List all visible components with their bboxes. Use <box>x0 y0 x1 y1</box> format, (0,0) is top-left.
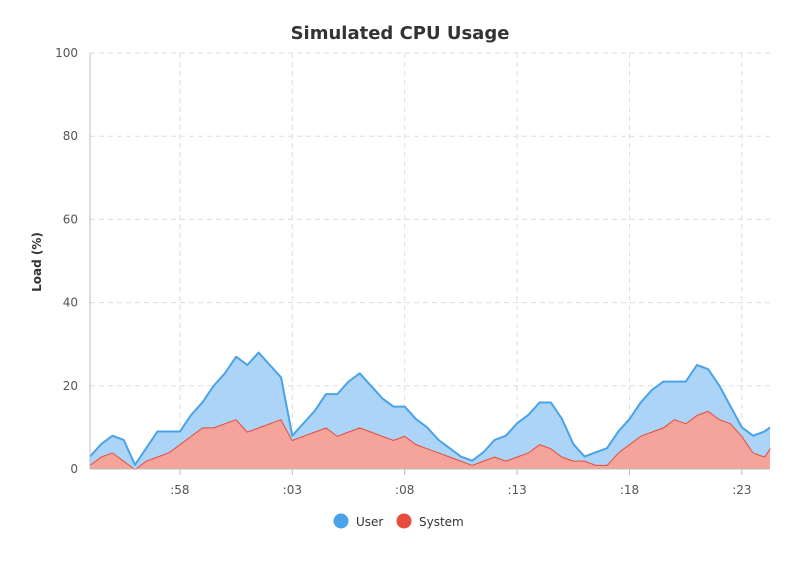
series-line-user <box>89 351 771 466</box>
y-tick-label: 60 <box>63 212 78 226</box>
y-tick-label: 80 <box>63 129 78 143</box>
x-tick-label: :13 <box>507 483 526 497</box>
legend[interactable]: User System <box>333 513 464 530</box>
x-tick-label: :03 <box>283 483 302 497</box>
legend-marker-system <box>396 513 412 529</box>
area-layer <box>89 351 771 470</box>
y-axis-label: Load (%) <box>30 232 44 292</box>
legend-item-user[interactable]: User <box>333 513 384 530</box>
y-tick-label: 20 <box>63 379 78 393</box>
x-tick-label: :23 <box>732 483 751 497</box>
x-tick-label: :18 <box>620 483 639 497</box>
y-tick-label: 100 <box>55 46 78 60</box>
grid-layer <box>90 52 770 469</box>
legend-label-user: User <box>356 515 383 529</box>
y-tick-label: 0 <box>70 462 78 476</box>
x-tick-label: :08 <box>395 483 414 497</box>
x-tick-label: :58 <box>170 483 189 497</box>
y-tick-label: 40 <box>63 296 78 310</box>
axis-layer: 0 20 40 60 80 100 :58 :03 :08 :13 :18 :23 <box>55 46 770 497</box>
legend-item-system[interactable]: System <box>396 513 464 530</box>
area-fill-user <box>90 352 770 469</box>
area-fill-system <box>90 410 770 469</box>
legend-label-system: System <box>419 515 464 529</box>
legend-marker-user <box>333 513 349 529</box>
chart-title: Simulated CPU Usage <box>291 23 510 44</box>
